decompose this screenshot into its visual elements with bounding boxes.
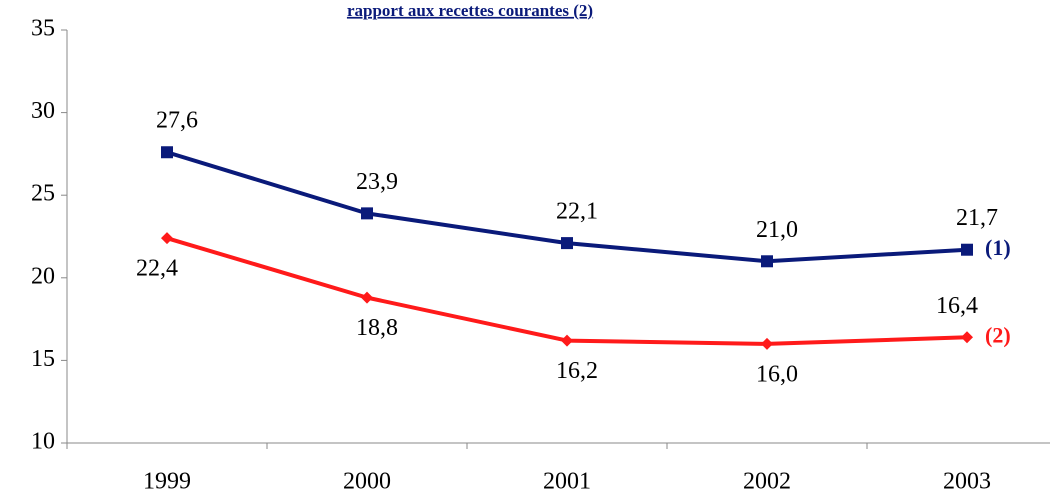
y-tick-label: 15 — [31, 346, 55, 372]
x-tick-label: 2000 — [343, 469, 391, 495]
y-tick-label: 25 — [31, 181, 55, 207]
marker — [161, 232, 173, 245]
y-tick-label: 10 — [31, 429, 55, 455]
y-tick-label: 30 — [31, 98, 55, 124]
series-line — [166, 236, 968, 346]
value-label: 22,4 — [136, 256, 178, 282]
marker — [561, 334, 573, 347]
series-label: (1) — [985, 235, 1011, 260]
marker — [361, 291, 373, 304]
x-tick-label: 2002 — [743, 469, 791, 495]
value-label: 21,7 — [956, 205, 998, 231]
value-label: 18,8 — [356, 315, 398, 341]
value-label: 27,6 — [156, 108, 198, 134]
x-tick-label: 1999 — [143, 469, 191, 495]
series-label: (2) — [985, 322, 1011, 347]
marker — [761, 337, 773, 350]
value-label: 16,4 — [936, 293, 978, 319]
value-label: 16,2 — [556, 358, 598, 384]
y-tick-label: 35 — [31, 16, 55, 42]
marker — [961, 331, 973, 344]
value-label: 22,1 — [556, 199, 598, 225]
value-label: 16,0 — [756, 361, 798, 387]
marker — [161, 146, 173, 159]
value-label: 23,9 — [356, 169, 398, 195]
x-tick-label: 2003 — [943, 469, 991, 495]
marker — [361, 207, 373, 220]
y-tick-label: 20 — [31, 263, 55, 289]
marker — [761, 255, 773, 268]
chart-title: rapport aux recettes courantes (2) — [347, 1, 593, 20]
value-label: 21,0 — [756, 217, 798, 243]
marker — [961, 243, 973, 256]
x-tick-label: 2001 — [543, 469, 591, 495]
marker — [561, 237, 573, 250]
